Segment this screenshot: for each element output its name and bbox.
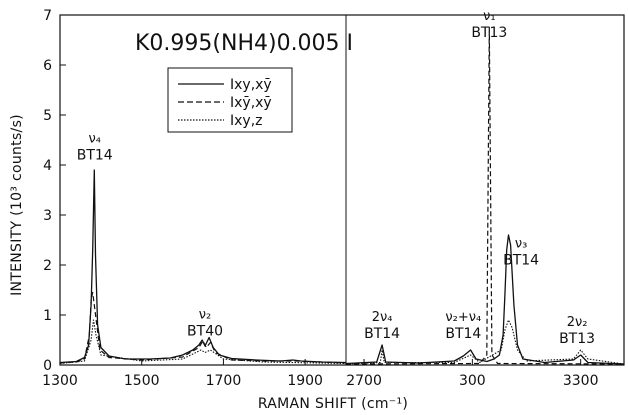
- peak-mode-label-3: ν₂+ν₄: [445, 310, 481, 325]
- series-dotted-panel2: [345, 319, 625, 365]
- peak-symmetry-label-5: BT14: [503, 253, 539, 269]
- y-tick-label-1: 1: [43, 308, 52, 324]
- x-tick-label-p1-3: 1900: [287, 373, 323, 389]
- peak-mode-label-0: ν₄: [88, 132, 100, 147]
- x-tick-label-p2-2: 3300: [563, 373, 599, 389]
- peak-mode-label-5: ν₃: [515, 237, 527, 252]
- y-tick-label-4: 4: [43, 158, 52, 174]
- peak-symmetry-label-2: BT14: [364, 326, 400, 342]
- legend-box: [167, 67, 293, 133]
- legend-label-dashed: Ixȳ,xȳ: [230, 95, 272, 111]
- peak-symmetry-label-6: BT13: [559, 331, 595, 347]
- y-tick-label-0: 0: [43, 358, 52, 374]
- x-tick-label-p1-1: 1500: [124, 373, 160, 389]
- peak-symmetry-label-3: BT14: [445, 326, 481, 342]
- series-dashed-panel1: [59, 291, 347, 364]
- peak-symmetry-label-0: BT14: [77, 148, 113, 164]
- y-tick-label-3: 3: [43, 208, 52, 224]
- x-tick-label-p2-1: 300: [459, 373, 486, 389]
- x-tick-label-p1-0: 1300: [42, 373, 78, 389]
- series-solid-panel1: [59, 169, 347, 364]
- y-axis-label: INTENSITY (10³ counts/s): [9, 114, 25, 296]
- x-axis-label: RAMAN SHIFT (cm⁻¹): [258, 396, 408, 412]
- peak-mode-label-6: 2ν₂: [567, 315, 588, 330]
- y-tick-label-5: 5: [43, 108, 52, 124]
- legend-label-solid: Ixy,xȳ: [230, 77, 272, 93]
- peak-symmetry-label-4: BT13: [471, 25, 507, 41]
- legend: Ixy,xȳ Ixȳ,xȳ Ixy,z: [167, 67, 293, 133]
- peak-mode-label-1: ν₂: [199, 308, 211, 323]
- peak-mode-label-2: 2ν₄: [372, 310, 393, 325]
- x-tick-label-p1-2: 1700: [206, 373, 242, 389]
- peak-symmetry-label-1: BT40: [187, 324, 223, 340]
- y-tick-label-2: 2: [43, 258, 52, 274]
- chart-title: K0.995(NH4)0.005 I: [135, 31, 353, 56]
- series-dotted-panel1: [59, 319, 347, 365]
- peak-mode-label-4: ν₁: [483, 9, 495, 24]
- series-dashed-panel2: [345, 26, 625, 365]
- y-tick-label-6: 6: [43, 58, 52, 74]
- legend-label-dotted: Ixy,z: [230, 113, 263, 129]
- y-tick-label-7: 7: [43, 8, 52, 24]
- plot-frame: [59, 14, 625, 366]
- x-tick-label-p2-0: 2700: [346, 373, 382, 389]
